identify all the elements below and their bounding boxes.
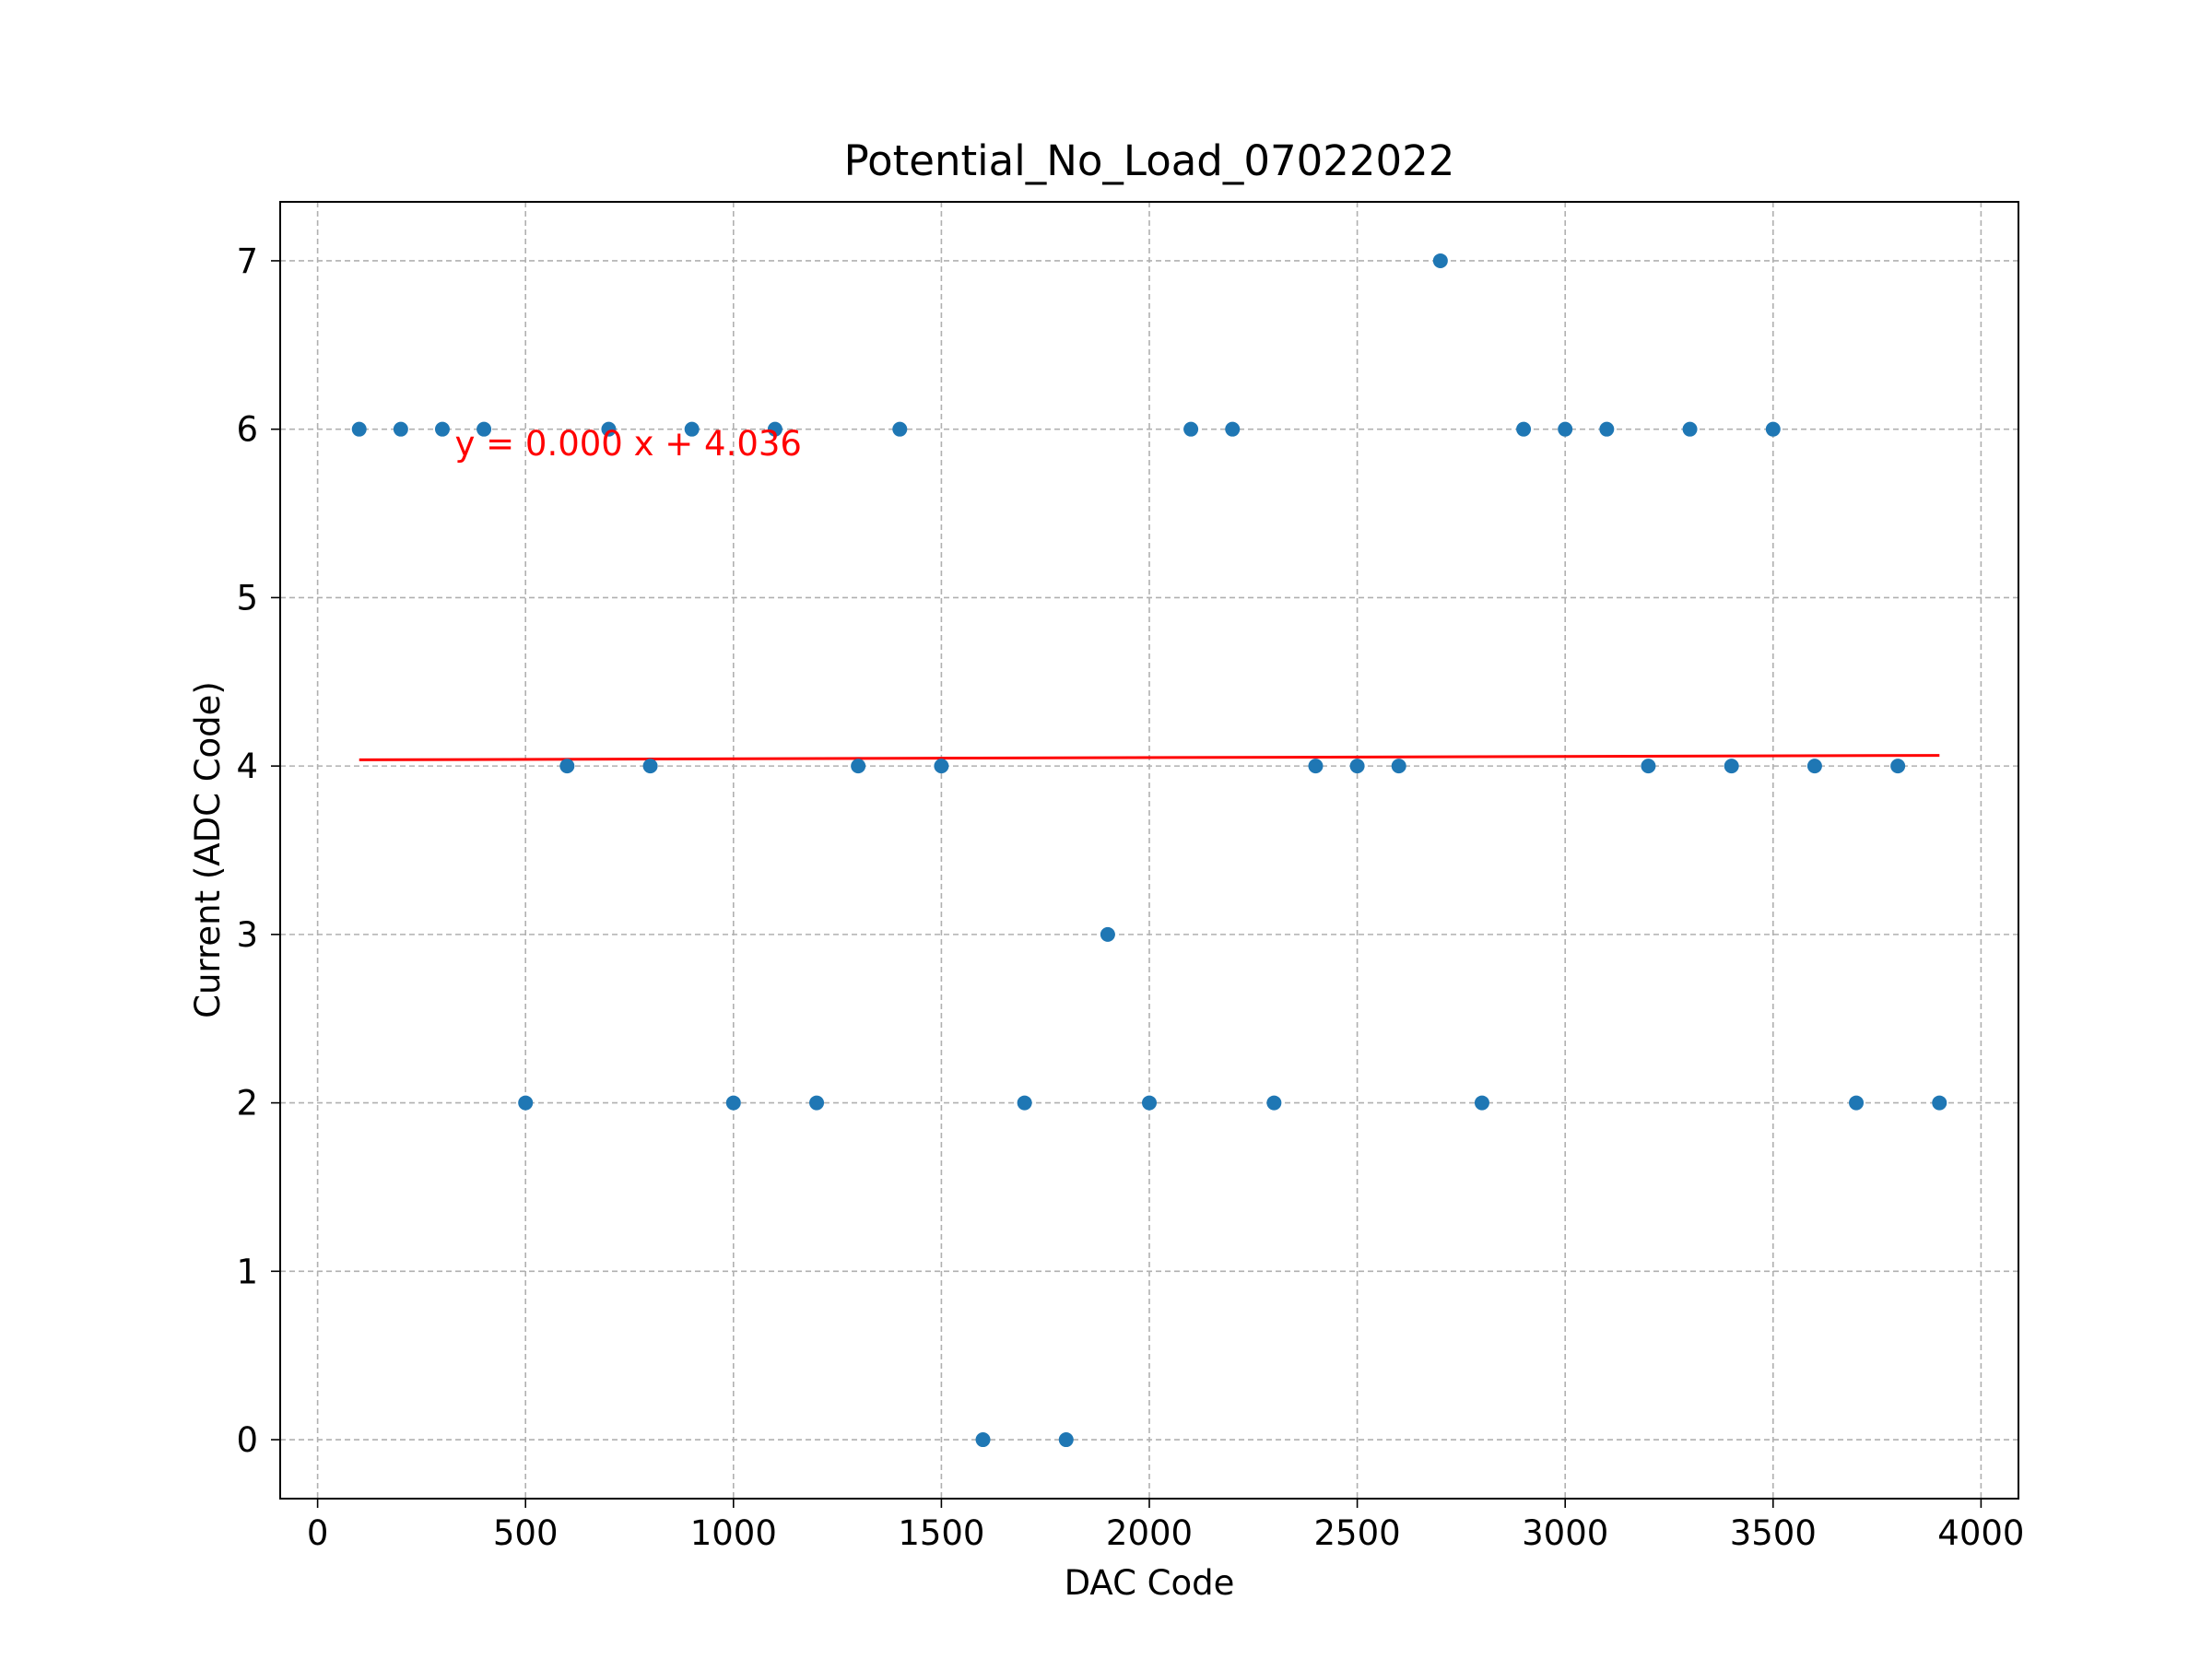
chart-title: Potential_No_Load_07022022 (844, 136, 1455, 185)
y-tick-label: 5 (236, 578, 258, 618)
data-point (1349, 759, 1365, 774)
data-point (1017, 1095, 1032, 1111)
fit-equation-label: y = 0.000 x + 4.036 (455, 424, 802, 464)
data-point (809, 1095, 825, 1111)
data-point (1142, 1095, 1157, 1111)
y-tick-label: 3 (236, 915, 258, 955)
data-point (725, 1095, 741, 1111)
plot-frame (279, 201, 2019, 1500)
data-point (1932, 1095, 1947, 1111)
data-point (1100, 926, 1115, 942)
y-tick-label: 6 (236, 410, 258, 450)
data-point (1558, 421, 1573, 437)
data-point (1391, 759, 1406, 774)
data-point (1266, 1095, 1282, 1111)
x-tick-label: 4000 (1937, 1513, 2024, 1553)
data-point (1225, 421, 1241, 437)
data-point (351, 421, 367, 437)
x-tick-label: 2500 (1314, 1513, 1401, 1553)
y-tick-label: 0 (236, 1420, 258, 1460)
data-point (1058, 1432, 1074, 1448)
data-point (684, 421, 700, 437)
data-point (477, 421, 492, 437)
data-point (1432, 253, 1448, 268)
y-tick-label: 4 (236, 747, 258, 786)
y-tick-label: 1 (236, 1252, 258, 1291)
data-point (559, 759, 575, 774)
data-point (1849, 1095, 1865, 1111)
data-point (1765, 421, 1781, 437)
y-tick-label: 2 (236, 1084, 258, 1124)
x-tick-label: 1000 (690, 1513, 777, 1553)
x-tick-label: 1500 (898, 1513, 984, 1553)
data-point (1724, 759, 1739, 774)
data-point (1516, 421, 1532, 437)
x-axis-label: DAC Code (1065, 1563, 1235, 1603)
data-point (1308, 759, 1324, 774)
linear-fit-line (359, 754, 1940, 761)
data-point (851, 759, 866, 774)
x-tick-label: 500 (493, 1513, 559, 1553)
data-point (393, 421, 408, 437)
data-point (1474, 1095, 1489, 1111)
data-point (1682, 421, 1698, 437)
y-axis-label: Current (ADC Code) (188, 681, 228, 1018)
data-point (892, 421, 908, 437)
axis-ticks: 0 500 1000 1500 2000 2500 3000 3500 4000 0 1 2 3 4 5 6 7 (236, 241, 2024, 1553)
data-point (642, 759, 658, 774)
x-tick-label: 3500 (1730, 1513, 1817, 1553)
x-tick-label: 2000 (1106, 1513, 1193, 1553)
data-point (934, 759, 949, 774)
data-point (1599, 421, 1615, 437)
data-point (1890, 759, 1906, 774)
data-point (518, 1095, 534, 1111)
data-point (767, 421, 782, 437)
y-tick-label: 7 (236, 241, 258, 281)
data-point (601, 421, 617, 437)
data-point (1641, 759, 1656, 774)
fit-line-layer (359, 754, 1940, 761)
data-point (434, 421, 450, 437)
data-point (975, 1432, 991, 1448)
x-tick-label: 3000 (1522, 1513, 1608, 1553)
data-point (1183, 421, 1199, 437)
x-tick-label: 0 (307, 1513, 329, 1553)
data-points (351, 253, 1947, 1448)
data-point (1806, 759, 1822, 774)
